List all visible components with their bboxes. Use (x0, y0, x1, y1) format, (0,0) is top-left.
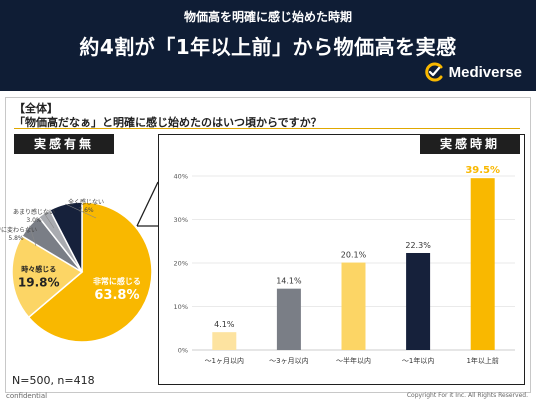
mediverse-logo-icon (424, 62, 443, 82)
pie-slice-value: 7.6% (78, 207, 94, 214)
pie-slice-label: 特に変わらない (0, 226, 37, 234)
header-banner: 物価高を明確に感じ始めた時期 約4割が「1年以上前」から物価高を実感 Mediv… (0, 0, 536, 91)
pie-slice-label: 非常に感じる (93, 276, 141, 286)
x-category-label: 〜1ヶ月以内 (205, 356, 244, 365)
y-tick-label: 10% (174, 303, 188, 311)
callout-line-top (136, 181, 159, 227)
bar-value-label: 14.1% (276, 277, 302, 286)
pie-slice-value: 3.0% (26, 217, 42, 224)
pie-slice-value: 19.8% (18, 276, 60, 290)
pie-slice (11, 234, 84, 319)
survey-question: 「物価高だなぁ」と明確に感じ始めたのはいつ頃からですか？ (14, 116, 322, 129)
bar (276, 288, 301, 350)
pie-slice-value: 5.8% (8, 235, 24, 242)
bar (470, 178, 495, 350)
y-tick-label: 0% (178, 347, 188, 355)
brand-name: Mediverse (448, 63, 522, 81)
y-tick-label: 20% (174, 260, 188, 268)
bar (341, 262, 366, 350)
pie-slice (27, 201, 153, 343)
bar (212, 332, 237, 350)
x-category-label: 〜半年以内 (336, 356, 371, 365)
bar-chart-frame (158, 134, 525, 385)
brand-logo: Mediverse (424, 62, 522, 82)
header-subtitle: 物価高を明確に感じ始めた時期 (183, 10, 352, 24)
x-category-label: 1年以上前 (466, 356, 498, 365)
bar-value-label: 22.3% (405, 241, 431, 250)
pie-slice-label: あまり感じない (13, 208, 55, 216)
sample-size: N=500, n=418 (12, 374, 95, 387)
pie-slice-label: 時々感じる (21, 265, 56, 274)
pie-slice-label: 全く感じない (68, 198, 104, 206)
bar (406, 252, 431, 350)
x-category-label: 〜3ヶ月以内 (269, 356, 308, 365)
left-section-header: 実感有無 (14, 134, 114, 154)
pie-leader-line (29, 225, 37, 247)
pie-leader-line (65, 203, 97, 219)
confidential-label: confidential (6, 392, 48, 400)
section-tag: 【全体】 (14, 102, 58, 115)
x-category-label: 〜1年以内 (402, 356, 434, 365)
right-section-header: 実感時期 (420, 134, 520, 154)
copyright-text: Copyright For it Inc. All Rights Reserve… (406, 392, 528, 399)
bar-value-label: 39.5% (465, 165, 500, 176)
y-tick-label: 40% (174, 173, 188, 181)
pie-slice-value: 63.8% (94, 288, 139, 303)
pie-leader-line (43, 212, 55, 229)
bar-value-label: 20.1% (341, 251, 367, 260)
bar-value-label: 4.1% (214, 320, 235, 329)
header-title: 約4割が「1年以上前」から物価高を実感 (79, 35, 457, 59)
y-tick-label: 30% (174, 216, 188, 224)
question-underline (14, 128, 520, 129)
